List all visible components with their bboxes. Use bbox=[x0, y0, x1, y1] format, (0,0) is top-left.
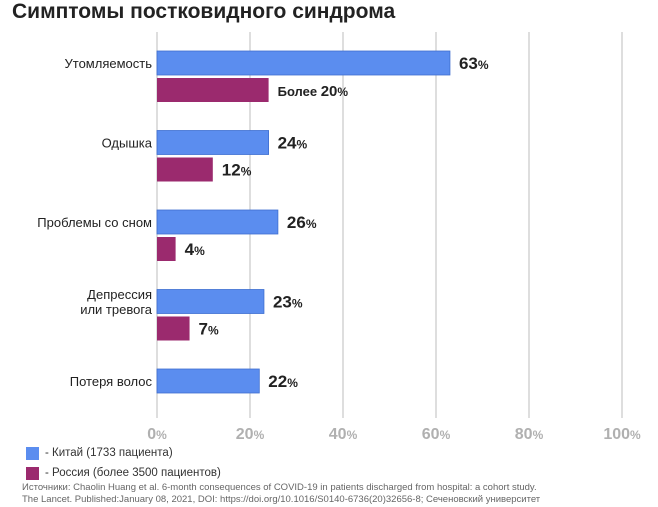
source-line-1: Источники: Chaolin Huang et al. 6-month … bbox=[22, 482, 537, 493]
bar-chart: 0% 20% 40% 60% 80% 100% Утомляемость 63% Более 2… bbox=[37, 32, 641, 440]
data-label: 24% bbox=[278, 134, 308, 153]
category-label: Потеря волос bbox=[70, 374, 153, 389]
source-line-2: The Lancet. Published:January 08, 2021, … bbox=[22, 493, 541, 505]
bar-china bbox=[156, 209, 279, 235]
x-tick-label: 80% bbox=[515, 426, 544, 440]
category-label: Проблемы со сном bbox=[37, 215, 152, 230]
legend-label-china: - Китай (1733 пациента) bbox=[45, 447, 173, 459]
bar-china bbox=[156, 130, 269, 155]
x-tick-label: 60% bbox=[422, 426, 451, 440]
legend-item-russia: - Россия (более 3500 пациентов) bbox=[26, 463, 221, 483]
legend-swatch-russia bbox=[26, 466, 39, 480]
bar-china bbox=[156, 50, 451, 76]
bar-russia bbox=[157, 78, 269, 102]
legend-item-china: - Китай (1733 пациента) bbox=[26, 443, 221, 463]
x-tick-label: 20% bbox=[236, 426, 265, 440]
bar-china bbox=[156, 368, 260, 394]
data-label: 12% bbox=[222, 161, 252, 180]
data-label: 22% bbox=[268, 372, 298, 391]
legend-label-russia: - Россия (более 3500 пациентов) bbox=[45, 467, 221, 479]
data-label: Более 20% bbox=[278, 83, 349, 100]
x-tick-label: 100% bbox=[603, 426, 641, 440]
data-label: 63% bbox=[459, 54, 489, 73]
category-label: Одышка bbox=[102, 136, 153, 151]
legend: - Китай (1733 пациента) - Россия (более … bbox=[26, 443, 221, 483]
category-label: Утомляемость bbox=[65, 56, 153, 71]
data-label: 23% bbox=[273, 293, 303, 312]
x-tick-label: 0% bbox=[147, 426, 167, 440]
data-label: 26% bbox=[287, 213, 317, 232]
data-label: 4% bbox=[185, 240, 205, 259]
bar-russia bbox=[157, 316, 190, 341]
bar-china bbox=[156, 289, 265, 314]
category-label: Депрессия или тревога bbox=[80, 287, 153, 317]
bar-russia bbox=[157, 237, 176, 261]
legend-swatch-china bbox=[26, 446, 39, 460]
x-tick-label: 40% bbox=[329, 426, 358, 440]
bar-russia bbox=[157, 157, 213, 182]
data-label: 7% bbox=[199, 320, 219, 339]
chart-title: Симптомы постковидного синдрома bbox=[12, 0, 396, 23]
source-note: Источники: Chaolin Huang et al. 6-month … bbox=[22, 482, 642, 505]
